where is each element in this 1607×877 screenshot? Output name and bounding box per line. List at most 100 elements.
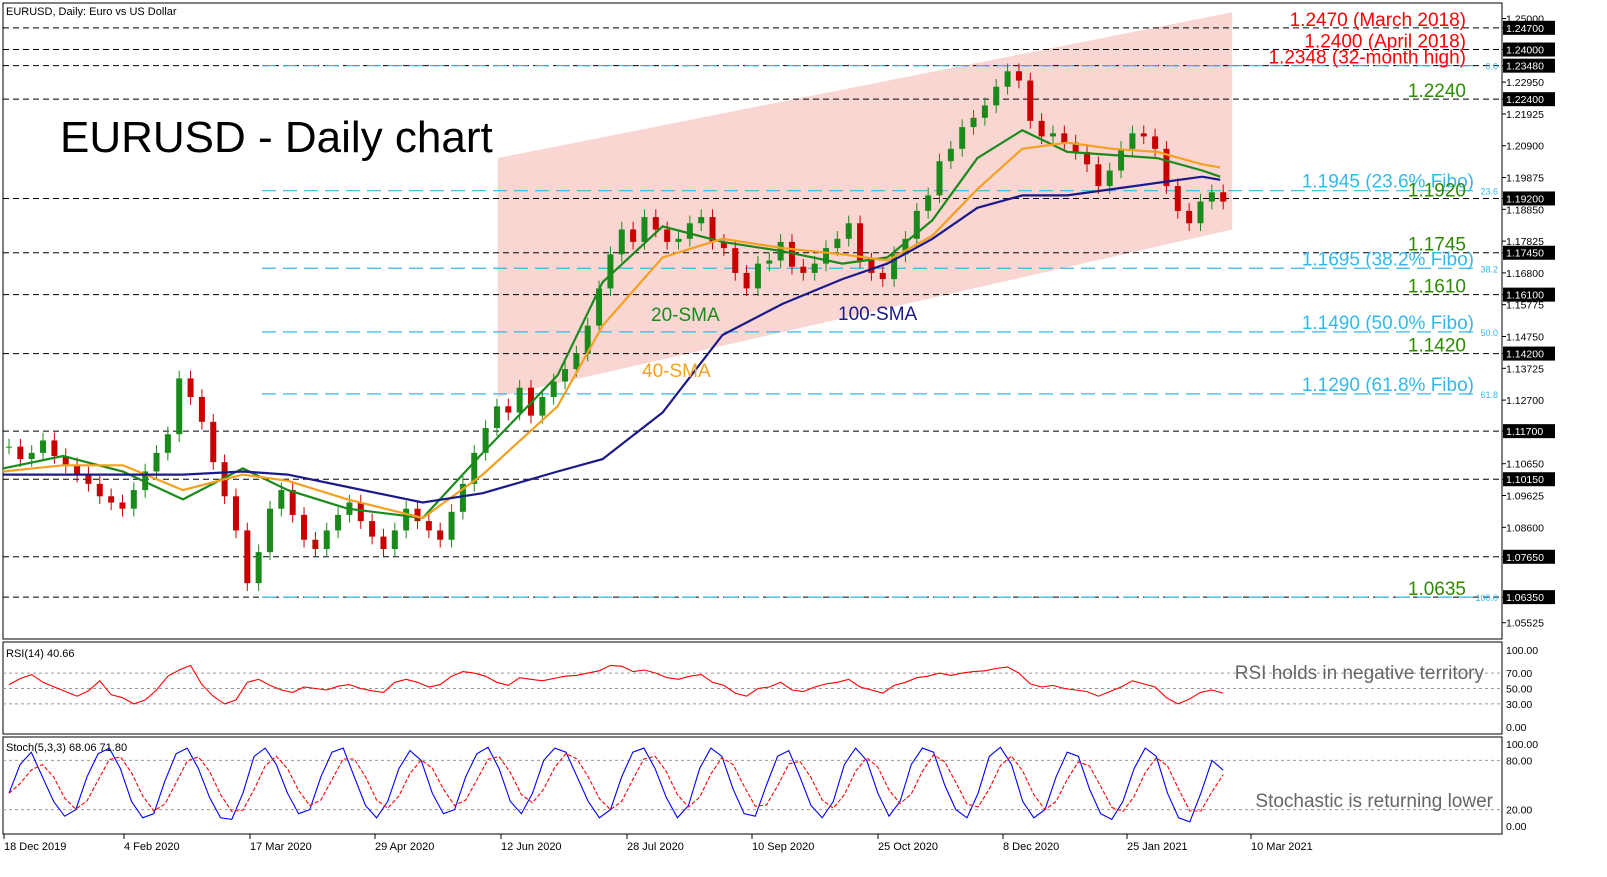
candle-body <box>505 406 512 413</box>
fibo-label-1: 1.1945 (23.6% Fibo) <box>1302 172 1474 193</box>
candle-body <box>255 552 262 584</box>
candle-body <box>1072 142 1079 152</box>
osc-tick-label: 0.00 <box>1506 722 1527 734</box>
candle-body <box>630 229 637 242</box>
candle-body <box>1061 133 1068 143</box>
sma-40-label: 40-SMA <box>642 361 711 382</box>
candle-body <box>573 353 580 370</box>
date-label: 29 Apr 2020 <box>375 841 434 853</box>
candle-body <box>244 530 251 584</box>
price-tick-label: 1.08600 <box>1506 522 1544 534</box>
candle-body <box>857 223 864 261</box>
level-label-3: 1.2240 <box>1408 81 1466 102</box>
price-tick-label: 1.10150 <box>1506 474 1544 486</box>
price-tick-label: 1.16800 <box>1506 268 1544 280</box>
candle-body <box>74 465 81 475</box>
candle-body <box>550 381 557 398</box>
candle-body <box>516 387 523 413</box>
fibo-label-4: 1.1290 (61.8% Fibo) <box>1302 375 1474 396</box>
fibo-ratio-5: 100.0 <box>1475 593 1498 603</box>
candle-body <box>437 530 444 540</box>
candle-body <box>459 483 466 512</box>
price-tick-label: 1.12700 <box>1506 395 1544 407</box>
candle-body <box>335 514 342 531</box>
fibo-ratio-2: 38.2 <box>1480 264 1498 274</box>
candle-body <box>323 530 330 550</box>
candle-body <box>1015 71 1022 81</box>
level-label-2: 1.2348 (32-month high) <box>1268 48 1466 69</box>
candle-body <box>675 238 682 242</box>
candle-body <box>641 217 648 242</box>
candle-body <box>913 210 920 239</box>
fibo-ratio-0: 0.0 <box>1485 62 1498 72</box>
price-tick-label: 1.19875 <box>1506 173 1544 185</box>
candle-body <box>584 325 591 354</box>
price-tick-label: 1.20900 <box>1506 141 1544 153</box>
candle-body <box>391 530 398 550</box>
candle-body <box>493 406 500 429</box>
osc-tick-label: 100.00 <box>1506 739 1538 751</box>
candle-body <box>1084 151 1091 165</box>
candle-body <box>1140 133 1147 137</box>
price-tick-label: 1.05525 <box>1506 618 1544 630</box>
candle-body <box>1152 136 1159 149</box>
date-label: 10 Mar 2021 <box>1251 841 1313 853</box>
price-tick-label: 1.21925 <box>1506 109 1544 121</box>
candle-body <box>1186 210 1193 224</box>
series-100-sma <box>3 175 1221 504</box>
candle-body <box>1004 71 1011 87</box>
candle-body <box>1027 80 1034 121</box>
candle-body <box>1220 192 1227 202</box>
candle-body <box>278 490 285 509</box>
candle-body <box>618 229 625 255</box>
candle-body <box>17 446 24 460</box>
candle-body <box>1174 186 1181 211</box>
candle-body <box>96 483 103 497</box>
osc-tick-label: 80.00 <box>1506 755 1532 767</box>
date-label: 12 Jun 2020 <box>501 841 562 853</box>
price-tick-label: 1.18850 <box>1506 204 1544 216</box>
rsi-note: RSI holds in negative territory <box>1235 663 1485 684</box>
fibo-ratio-1: 23.6 <box>1480 187 1498 197</box>
candle-body <box>403 508 410 531</box>
candle-body <box>1038 120 1045 137</box>
candle-body <box>62 455 69 466</box>
candle-body <box>823 248 830 264</box>
candle-body <box>369 521 376 537</box>
date-label: 28 Jul 2020 <box>627 841 684 853</box>
candle-body <box>471 452 478 484</box>
chart-title: EURUSD - Daily chart <box>60 113 493 162</box>
rsi-label: RSI(14) 40.66 <box>6 648 74 660</box>
price-tick-label: 1.09625 <box>1506 491 1544 503</box>
price-axis: 1.250001.247001.240001.234801.229501.224… <box>1502 14 1555 630</box>
candle-body <box>1129 133 1136 149</box>
price-tick-label: 1.13725 <box>1506 363 1544 375</box>
candle-body <box>301 514 308 540</box>
candle-body <box>811 263 818 273</box>
candle-body <box>596 288 603 326</box>
price-tick-highlight <box>1503 191 1555 206</box>
osc-main-line <box>8 746 1224 823</box>
price-tick-label: 1.22950 <box>1506 77 1544 89</box>
level-label-6: 1.1610 <box>1408 277 1466 298</box>
candle-body <box>482 428 489 453</box>
level-label-7: 1.1420 <box>1408 336 1466 357</box>
level-label-1: 1.2400 (April 2018) <box>1304 32 1466 53</box>
candle-body <box>698 217 705 224</box>
price-tick-highlight <box>1503 287 1555 302</box>
stoch-panel <box>2 736 1503 835</box>
price-tick-highlight <box>1503 424 1555 439</box>
candle-body <box>119 502 126 509</box>
osc-main-line <box>8 664 1224 705</box>
candle-body <box>766 260 773 264</box>
date-axis: 18 Dec 2019 4 Feb 2020 17 Mar 2020 29 Apr 2… <box>3 834 1313 853</box>
fibonacci-levels: 0.0 23.6 1.1945 (23.6% Fibo) 38.2 1.1695 (38… <box>262 62 1498 603</box>
candle-body <box>51 440 58 456</box>
price-tick-label: 1.23480 <box>1506 61 1544 73</box>
price-tick-highlight <box>1503 346 1555 361</box>
candle-body <box>686 223 693 239</box>
series-20-sma <box>2 128 1221 520</box>
candle-body <box>85 474 92 484</box>
candle-body <box>754 263 761 289</box>
